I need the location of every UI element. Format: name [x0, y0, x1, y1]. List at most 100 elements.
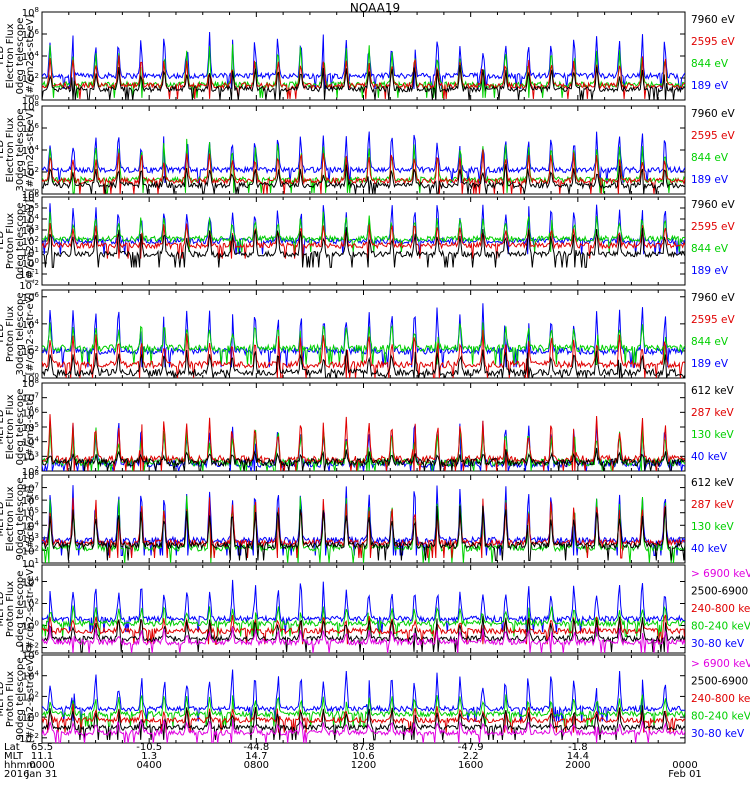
legend-entry: 2500-6900 [691, 676, 748, 688]
legend-entry: 844 eV [691, 336, 729, 348]
y-tick-label: 100 [22, 257, 39, 270]
y-tick-label: 108 [22, 6, 39, 19]
y-tick-label: 102 [22, 72, 39, 85]
series-line [42, 447, 685, 471]
footer-hhmm: 2000 [565, 760, 590, 771]
footer-mlt: 10.6 [352, 751, 374, 762]
legend-entry: 189 eV [691, 265, 729, 277]
footer-mlt: 14.4 [567, 751, 589, 762]
y-tick-label: 106 [22, 28, 40, 41]
y-tick-label: 101 [22, 557, 39, 570]
legend-entry: 2595 eV [691, 130, 736, 142]
legend-entry: 7960 eV [691, 292, 736, 304]
y-tick-label: 101 [22, 246, 39, 259]
y-tick-label: 104 [22, 50, 40, 63]
legend-entry: 2595 eV [691, 314, 736, 326]
legend-entry: 287 keV [691, 499, 735, 511]
y-tick-label: 10-2 [19, 642, 39, 655]
footer-mlt: 11.1 [31, 751, 53, 762]
footer-mlt: 2.2 [463, 751, 479, 762]
series-line [42, 211, 685, 253]
series-line [42, 579, 685, 633]
legend-entry: 612 keV [691, 385, 735, 397]
y-tick-label: 100 [22, 711, 39, 724]
legend-entry: 844 eV [691, 243, 729, 255]
footer-hhmm: 0400 [136, 760, 161, 771]
series-line [42, 505, 685, 561]
series-line [42, 614, 685, 645]
series-line [42, 605, 685, 637]
y-axis-label: TEDProton Flux0deg telescope[#/cm2-s-str… [0, 200, 36, 283]
y-tick-label: 105 [22, 507, 39, 520]
legend-entry: > 6900 keV [691, 568, 750, 580]
y-tick-label: 108 [22, 469, 39, 482]
legend-entry: 189 eV [691, 80, 729, 92]
legend-entry: 2595 eV [691, 221, 736, 233]
series-line [42, 718, 685, 743]
footer-date: Feb 01 [668, 769, 702, 780]
y-tick-label: 106 [22, 122, 40, 135]
y-tick-label: 106 [22, 191, 40, 204]
y-axis-label: MEPEDElectron Flux90deg telescope[#/cm2-… [0, 477, 36, 560]
y-tick-label: 102 [22, 598, 39, 611]
y-tick-label: 100 [22, 372, 39, 385]
y-tick-label: 106 [22, 406, 40, 419]
y-axis-label: TEDElectron Flux30deg telescope[#/cm2-s-… [0, 108, 36, 191]
footer-mlt: 14.7 [245, 751, 267, 762]
y-tick-label: 104 [22, 213, 40, 226]
y-tick-label: 100 [22, 94, 39, 107]
y-tick-label: 106 [22, 291, 40, 304]
series-line [42, 703, 685, 734]
legend-entry: 2500-6900 [691, 586, 748, 598]
footer-hhmm: 0000 [29, 760, 54, 771]
series-line [42, 669, 685, 722]
legend-entry: 80-240 keV [691, 621, 750, 633]
series-line [42, 163, 685, 194]
footer-lat: -10.5 [136, 742, 162, 753]
legend-entry: 40 keV [691, 451, 728, 463]
y-tick-label: 102 [22, 544, 39, 557]
y-tick-label: 103 [22, 450, 39, 463]
y-axis-label: MEPEDElectron Flux0deg telescope[#/cm2-s… [0, 389, 36, 466]
series-line [42, 497, 685, 559]
footer-hhmm: 0000 [672, 760, 697, 771]
legend-entry: 7960 eV [691, 14, 736, 26]
series-line [42, 349, 685, 378]
y-tick-label: 106 [22, 494, 40, 507]
y-tick-label: 105 [22, 202, 39, 215]
y-tick-label: 104 [22, 670, 40, 683]
y-tick-label: 104 [22, 436, 40, 449]
footer-lat: -47.9 [458, 742, 484, 753]
y-tick-label: 104 [22, 576, 40, 589]
legend-entry: 30-80 keV [691, 638, 745, 650]
y-axis-label: TEDElectron Flux0deg telescope[#/cm2-s-s… [0, 15, 36, 98]
y-tick-label: 103 [22, 532, 39, 545]
legend-entry: 80-240 keV [691, 711, 750, 723]
series-line [42, 329, 685, 378]
footer-mlt: 1.3 [141, 751, 157, 762]
y-tick-label: 107 [22, 392, 39, 405]
y-tick-label: 100 [22, 188, 39, 201]
series-line [42, 227, 685, 268]
series-line [42, 64, 685, 100]
footer-hhmm: 1200 [351, 760, 376, 771]
series-line [42, 303, 685, 368]
series-line [42, 55, 685, 99]
legend-entry: 7960 eV [691, 199, 736, 211]
footer-row-label: hhmm [4, 760, 36, 771]
y-tick-label: 108 [22, 377, 39, 390]
series-line [42, 485, 685, 556]
footer-hhmm: 0800 [244, 760, 269, 771]
legend-entry: 844 eV [691, 58, 729, 70]
series-line [42, 322, 685, 365]
y-tick-label: 104 [22, 144, 40, 157]
